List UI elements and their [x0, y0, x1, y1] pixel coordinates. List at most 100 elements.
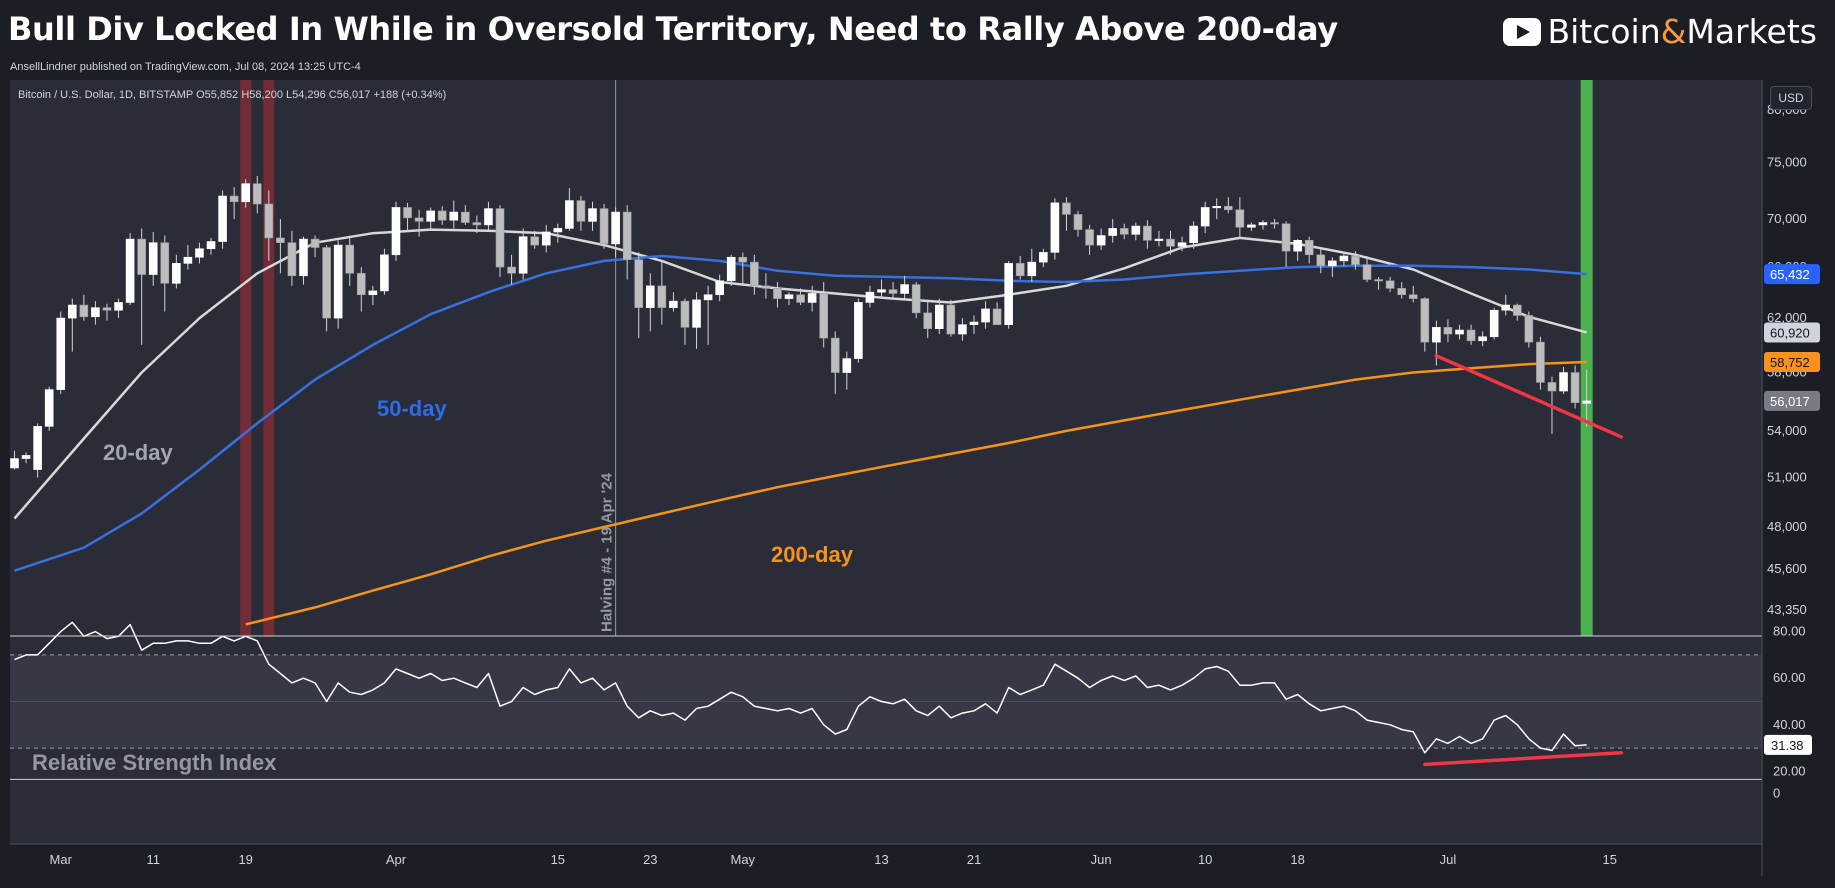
candle — [1420, 297, 1430, 352]
time-tick-label: 19 — [238, 852, 252, 867]
time-tick-label: Jul — [1440, 852, 1457, 867]
candle — [1455, 324, 1464, 340]
candle — [218, 190, 227, 249]
price-marker: 56,017 — [1764, 390, 1820, 411]
price-marker-bg — [1764, 390, 1820, 411]
candle — [1039, 248, 1048, 268]
candle — [414, 209, 424, 237]
candle-body — [1039, 252, 1048, 263]
candle — [276, 219, 285, 274]
candle — [715, 274, 724, 302]
candle-body — [1096, 235, 1106, 246]
candle-body — [541, 231, 551, 246]
candle — [934, 298, 944, 335]
candle-body — [102, 307, 112, 311]
candle — [750, 254, 759, 295]
candle — [1501, 294, 1511, 316]
brand-logo: Bitcoin&Markets — [1503, 12, 1817, 51]
candle-body — [1466, 329, 1476, 342]
candle-body — [33, 426, 42, 470]
candle-body — [692, 299, 701, 328]
halving-line-group: Halving #4 - 19 Apr '24 — [599, 80, 617, 636]
candle-body — [1339, 255, 1349, 262]
candle-body — [819, 293, 829, 339]
moving-averages — [13, 228, 1588, 626]
time-tick-label: May — [730, 852, 755, 867]
candle-body — [206, 241, 216, 250]
candle — [830, 331, 840, 394]
candle — [1293, 239, 1302, 261]
candle-body — [1270, 222, 1279, 225]
candle-body — [195, 248, 204, 258]
price-tick-label: 45,600 — [1767, 561, 1807, 576]
candle-body — [1166, 238, 1175, 247]
publish-byline: AnsellLindner published on TradingView.c… — [10, 61, 361, 73]
candle — [68, 298, 77, 352]
candle-body — [148, 242, 158, 275]
candle — [680, 298, 690, 345]
price-panel — [10, 80, 1762, 636]
candle-body — [1027, 261, 1037, 277]
candle — [333, 240, 343, 329]
candle-body — [114, 302, 123, 311]
candle — [472, 215, 482, 234]
candle — [1489, 307, 1499, 340]
candle — [391, 201, 401, 261]
candle — [888, 282, 898, 299]
highlight-band-red — [263, 80, 275, 636]
time-tick-label: 10 — [1198, 852, 1212, 867]
time-tick-label: 11 — [146, 852, 160, 867]
candle-body — [368, 290, 378, 296]
candle-body — [91, 307, 100, 318]
candle-body — [160, 242, 170, 284]
candle — [1478, 331, 1487, 347]
ma200-label: 200-day — [771, 542, 854, 567]
price-marker: 60,920 — [1764, 322, 1820, 343]
candle — [1362, 256, 1372, 283]
candle-body — [1513, 304, 1522, 316]
candle — [900, 275, 909, 299]
candle — [1408, 285, 1418, 303]
candle — [1096, 228, 1106, 250]
candle — [645, 273, 655, 332]
candle — [1177, 236, 1187, 252]
candle — [1397, 282, 1406, 299]
candle-body — [1050, 202, 1060, 253]
currency-button[interactable]: USD — [1770, 86, 1812, 110]
candle-body — [553, 228, 563, 233]
candle — [1513, 303, 1522, 321]
candle — [692, 292, 701, 349]
candle — [981, 301, 990, 329]
candle — [796, 288, 805, 306]
candle-body — [276, 237, 285, 244]
candle-body — [565, 200, 574, 229]
candle — [518, 228, 528, 280]
play-icon — [1503, 17, 1542, 46]
candle — [195, 242, 204, 264]
candle-body — [588, 208, 597, 222]
candle-body — [264, 203, 274, 239]
candle-body — [773, 288, 782, 299]
candle — [1559, 366, 1568, 394]
candle-body — [68, 304, 77, 319]
candle-body — [981, 308, 990, 323]
candle — [449, 200, 459, 229]
candle — [1281, 221, 1291, 268]
candle — [252, 175, 262, 214]
rsi-line-group — [14, 621, 1587, 754]
candle-body — [1154, 238, 1164, 241]
candle-body — [449, 211, 459, 221]
candle-body — [599, 208, 609, 245]
candle — [56, 311, 66, 394]
candle — [923, 299, 933, 339]
candle — [1443, 319, 1453, 343]
candle — [287, 230, 297, 286]
candle — [1351, 251, 1360, 270]
price-tick-label: 54,000 — [1767, 423, 1807, 438]
candle-body — [56, 317, 66, 390]
candle-body — [10, 458, 19, 469]
candle — [807, 285, 817, 312]
candle — [530, 230, 540, 249]
candle — [1270, 219, 1279, 229]
